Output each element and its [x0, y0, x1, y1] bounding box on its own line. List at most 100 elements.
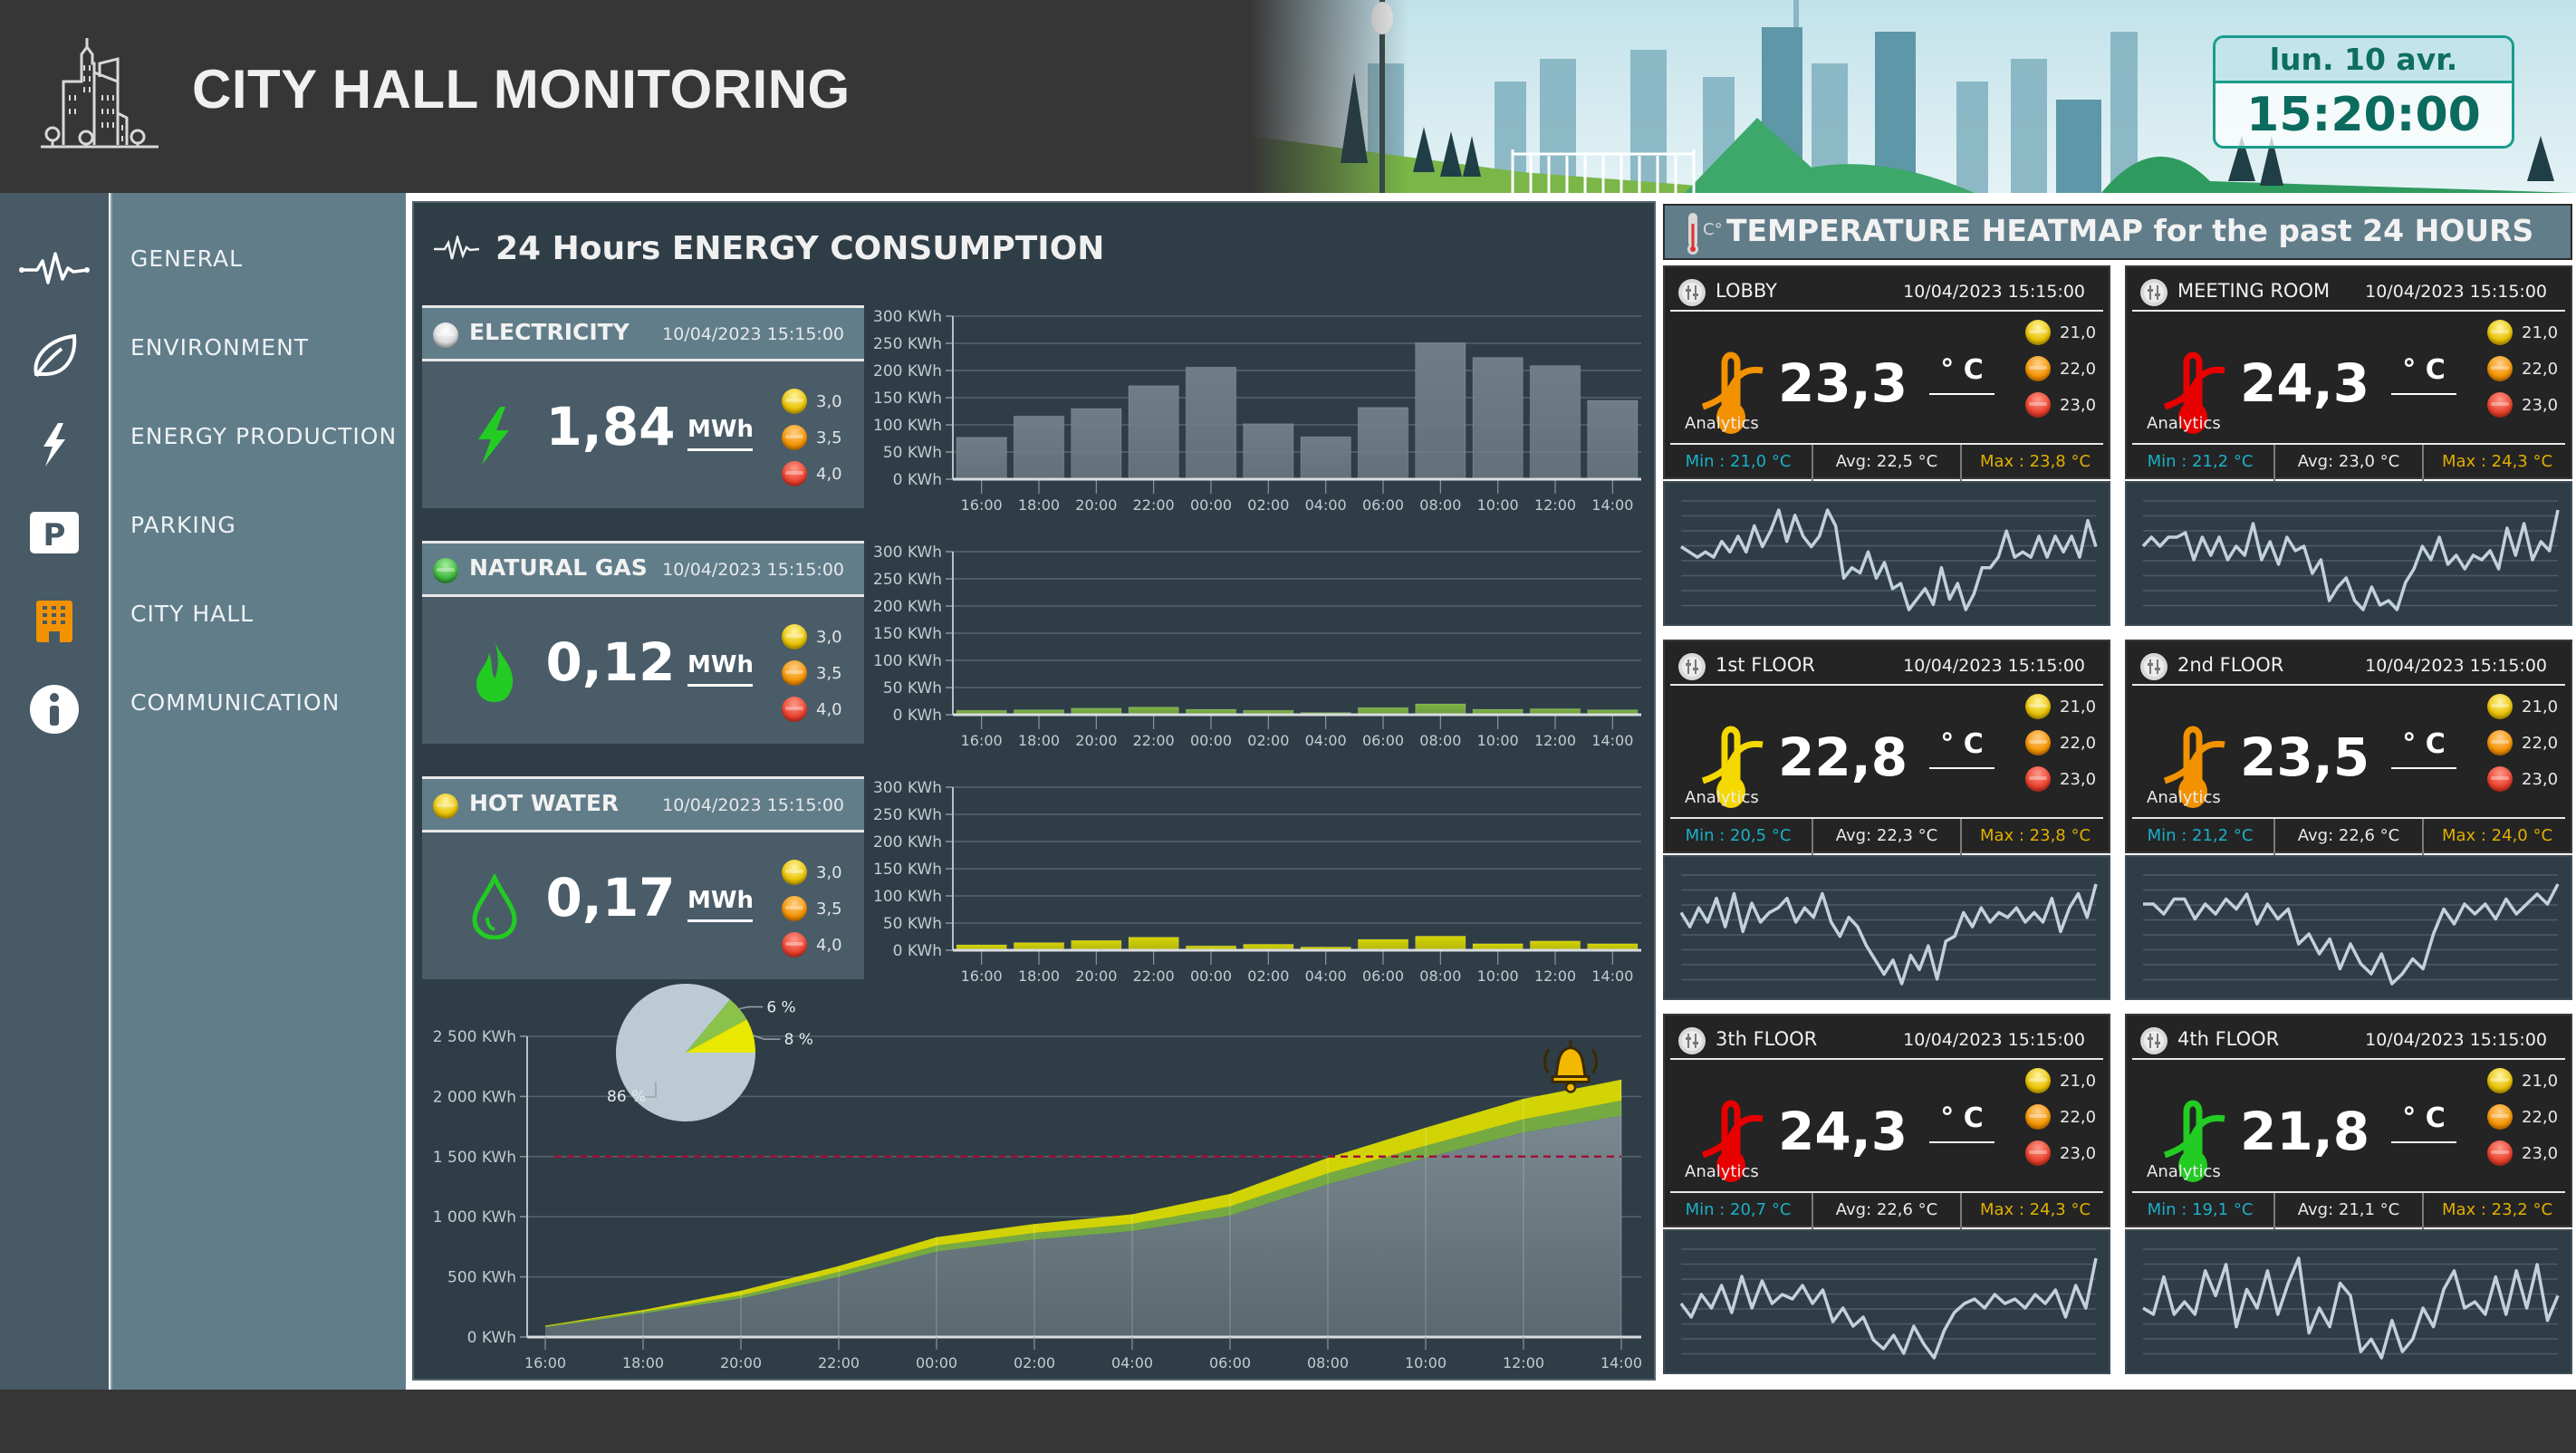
room-timestamp: 10/04/2023 15:15:00 — [1903, 282, 2085, 302]
room-timestamp: 10/04/2023 15:15:00 — [1903, 656, 2085, 676]
bar — [1185, 366, 1237, 480]
kpi-name: ELECTRICITY — [469, 319, 630, 345]
x-tick-label: 06:00 — [1362, 967, 1404, 982]
threshold-low: 21,0 — [2025, 694, 2096, 719]
pie-slice-8 — [686, 1019, 755, 1053]
y-tick-label: 200 KWh — [873, 833, 942, 852]
temperature-stats: Min : 21,0 °C Avg: 22,5 °C Max : 23,8 °C — [1665, 445, 2109, 481]
temperature-avg: Avg: 22,6 °C — [1812, 1193, 1962, 1229]
parking-icon[interactable]: P — [18, 501, 91, 564]
x-tick-label: 08:00 — [1307, 1354, 1349, 1371]
temperature-value: 24,3 — [2240, 352, 2370, 414]
x-tick-label: 14:00 — [1591, 732, 1633, 746]
kpi-timestamp: 10/04/2023 15:15:00 — [662, 560, 844, 580]
analytics-link[interactable]: Analytics — [1685, 1162, 1759, 1181]
threshold-mid: 22,0 — [2025, 730, 2096, 755]
temperature-value: 23,5 — [2240, 726, 2370, 788]
analytics-link[interactable]: Analytics — [2147, 1162, 2221, 1181]
y-tick-label: 1 500 KWh — [433, 1149, 516, 1167]
temp-card-meeting-room: MEETING ROOM 10/04/2023 15:15:00 Analyti… — [2125, 265, 2572, 481]
temperature-stats: Min : 20,7 °C Avg: 22,6 °C Max : 24,3 °C — [1665, 1193, 2109, 1229]
temperature-avg: Avg: 21,1 °C — [2273, 1193, 2424, 1229]
temperature-min: Min : 21,2 °C — [2147, 826, 2254, 845]
sidebar-item-general[interactable]: GENERAL — [130, 245, 244, 272]
y-tick-label: 150 KWh — [873, 390, 942, 408]
lightning-icon[interactable] — [18, 413, 91, 476]
bar — [1415, 703, 1466, 716]
x-tick-label: 12:00 — [1503, 1354, 1544, 1371]
analytics-thermometer-icon[interactable] — [2163, 725, 2226, 815]
water-drop-icon — [472, 874, 517, 939]
divider — [2132, 1058, 2565, 1060]
threshold-low: 21,0 — [2487, 1068, 2558, 1093]
temperature-sparkline — [2125, 1229, 2572, 1374]
threshold-high: 23,0 — [2487, 392, 2558, 418]
pie-slice-6 — [686, 999, 747, 1053]
analytics-link[interactable]: Analytics — [1685, 414, 1759, 433]
info-icon[interactable] — [18, 678, 91, 741]
bar — [1013, 415, 1065, 480]
analytics-thermometer-icon[interactable] — [2163, 1099, 2226, 1189]
pie-label-6: 6 % — [766, 999, 795, 1017]
x-tick-label: 12:00 — [1534, 496, 1576, 511]
x-tick-label: 18:00 — [1018, 496, 1060, 511]
y-tick-label: 500 KWh — [447, 1269, 516, 1287]
analytics-thermometer-icon[interactable] — [1701, 725, 1764, 815]
bar — [1587, 399, 1639, 480]
natural-gas-bar-chart: 0 KWh 50 KWh 100 KWh 150 KWh 200 KWh 250 KWh 3… — [873, 544, 1641, 746]
x-tick-label: 04:00 — [1111, 1354, 1153, 1371]
temperature-panel-header: C° TEMPERATURE HEATMAP for the past 24 H… — [1663, 204, 2572, 260]
leaf-icon[interactable] — [18, 324, 91, 388]
room-name: LOBBY — [1716, 280, 1777, 302]
threshold-low: 21,0 — [2487, 694, 2558, 719]
status-indicator — [433, 794, 458, 819]
x-tick-label: 22:00 — [818, 1354, 860, 1371]
x-tick-label: 06:00 — [1362, 496, 1404, 511]
temp-card-1st-floor: 1st FLOOR 10/04/2023 15:15:00 Analytics … — [1663, 640, 2110, 855]
analytics-thermometer-icon[interactable] — [1701, 1099, 1764, 1189]
threshold-high: 23,0 — [2025, 766, 2096, 792]
threshold-high: 23,0 — [2025, 392, 2096, 418]
threshold-high: 4,0 — [782, 932, 842, 957]
sparkline-series — [1679, 883, 2098, 986]
sparkline-series — [1679, 1257, 2098, 1360]
temperature-avg: Avg: 22,5 °C — [1812, 445, 1962, 481]
x-tick-label: 10:00 — [1405, 1354, 1447, 1371]
sidebar-item-city-hall[interactable]: CITY HALL — [130, 601, 255, 627]
analytics-link[interactable]: Analytics — [2147, 414, 2221, 433]
temperature-value: 24,3 — [1778, 1101, 1908, 1162]
analytics-thermometer-icon[interactable] — [1701, 351, 1764, 441]
temperature-max: Max : 23,2 °C — [2441, 1200, 2553, 1219]
temp-card-4th-floor: 4th FLOOR 10/04/2023 15:15:00 Analytics … — [2125, 1014, 2572, 1229]
building-icon[interactable] — [18, 589, 91, 652]
status-indicator — [433, 558, 458, 583]
temp-card-lobby: LOBBY 10/04/2023 15:15:00 Analytics 23,3… — [1663, 265, 2110, 481]
sidebar-item-energy-production[interactable]: ENERGY PRODUCTION — [130, 423, 398, 449]
sidebar-item-parking[interactable]: PARKING — [130, 512, 236, 538]
kpi-unit: MWh — [687, 416, 754, 451]
analytics-thermometer-icon[interactable] — [2163, 351, 2226, 441]
pie-leader — [739, 1006, 764, 1010]
x-tick-label: 20:00 — [1075, 967, 1117, 982]
room-timestamp: 10/04/2023 15:15:00 — [2365, 282, 2547, 302]
electricity-bar-chart: 0 KWh 50 KWh 100 KWh 150 KWh 200 KWh 250 KWh 3… — [873, 308, 1641, 511]
x-tick-label: 08:00 — [1419, 496, 1461, 511]
divider — [2132, 817, 2565, 819]
threshold-low: 21,0 — [2025, 320, 2096, 345]
bar — [1243, 423, 1294, 480]
room-name: 2nd FLOOR — [2177, 654, 2284, 676]
area-series-natural-gas — [545, 1101, 1621, 1328]
heartbeat-icon[interactable] — [18, 238, 91, 302]
analytics-link[interactable]: Analytics — [2147, 788, 2221, 807]
analytics-link[interactable]: Analytics — [1685, 788, 1759, 807]
divider — [1670, 1058, 2103, 1060]
kpi-card-electricity: ELECTRICITY 10/04/2023 15:15:00 1,84 MWh… — [422, 305, 864, 508]
x-tick-label: 02:00 — [1247, 496, 1289, 511]
sidebar-item-communication[interactable]: COMMUNICATION — [130, 689, 341, 716]
sensor-icon — [2140, 1027, 2167, 1054]
sidebar-item-environment[interactable]: ENVIRONMENT — [130, 334, 310, 361]
temperature-min: Min : 21,0 °C — [1685, 452, 1792, 471]
sensor-icon — [1678, 653, 1706, 680]
bar — [956, 437, 1007, 480]
y-tick-label: 250 KWh — [873, 571, 942, 589]
